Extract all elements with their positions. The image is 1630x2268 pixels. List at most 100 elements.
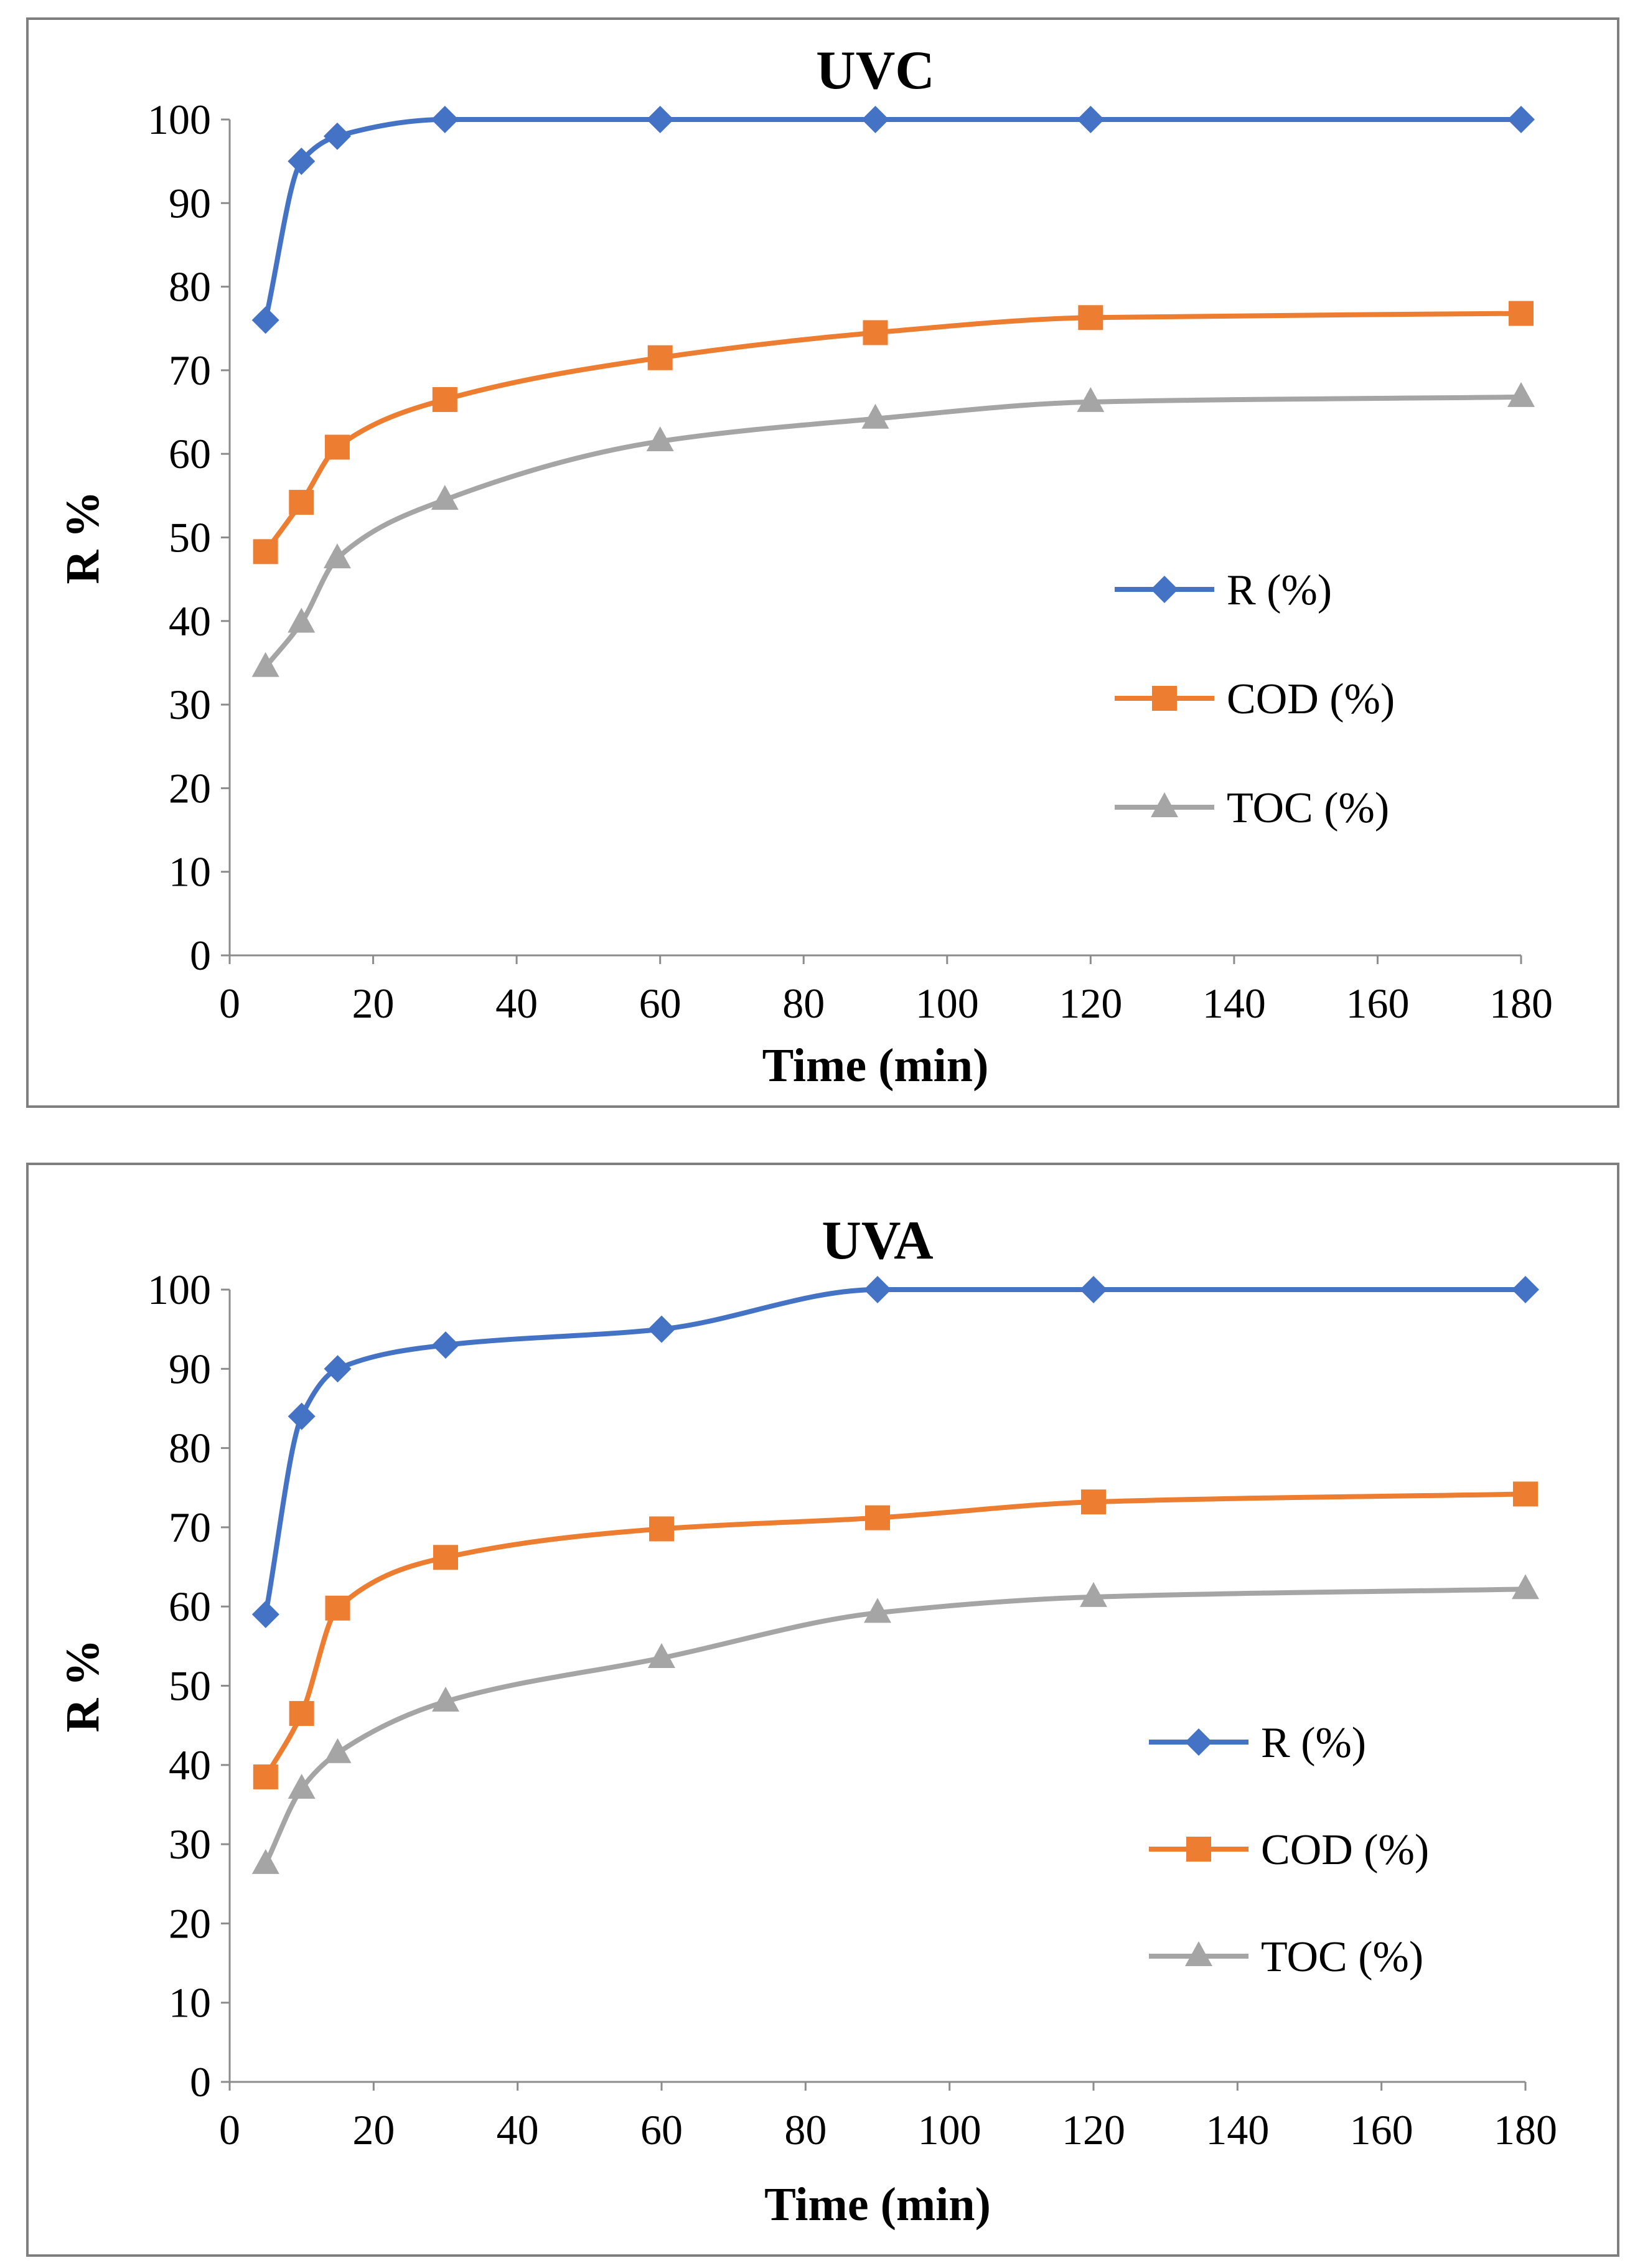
legend-label-r: R (%): [1227, 566, 1332, 614]
data-point-r: [1512, 1276, 1539, 1303]
data-point-cod: [1081, 1489, 1106, 1515]
data-point-cod: [289, 490, 314, 515]
data-point-cod: [1078, 305, 1103, 330]
x-tick-label: 180: [1489, 980, 1553, 1027]
series-cod: [253, 301, 1534, 565]
data-point-toc: [324, 1738, 352, 1763]
series-toc: [251, 1574, 1539, 1874]
data-point-toc: [323, 543, 351, 569]
data-point-cod: [432, 387, 457, 412]
legend-entry-r: R (%): [1149, 1719, 1366, 1767]
x-axis-title: Time (min): [764, 2178, 991, 2231]
chart-title: UVC: [816, 40, 935, 101]
data-point-r: [288, 148, 316, 176]
data-point-cod: [325, 1595, 350, 1621]
data-point-toc: [648, 1642, 675, 1668]
y-tick-label: 70: [169, 1504, 211, 1551]
chart-title: UVA: [822, 1211, 933, 1271]
y-tick-label: 0: [190, 2058, 211, 2106]
data-point-toc: [432, 1686, 459, 1712]
data-point-toc: [431, 485, 459, 510]
y-tick-label: 100: [148, 96, 211, 143]
uva-chart: UVA 0 10 20 30 40 50 60 70 80 90 100 0 20 40 60 80 100 120…: [57, 1211, 1557, 2231]
y-tick-label: 10: [169, 848, 211, 896]
data-point-cod: [865, 1505, 890, 1530]
data-point-toc: [1077, 387, 1105, 412]
legend-label-toc: TOC (%): [1261, 1933, 1423, 1981]
y-tick-label: 20: [169, 1900, 211, 1947]
data-point-r: [646, 106, 674, 133]
y-axis-title: R %: [57, 491, 109, 584]
data-point-r: [324, 1355, 352, 1383]
legend-label-cod: COD (%): [1261, 1826, 1429, 1874]
data-point-toc: [251, 1849, 279, 1874]
series-line-toc: [263, 394, 1524, 670]
y-tick-label: 80: [169, 1425, 211, 1472]
data-point-cod: [253, 539, 278, 565]
x-tick-label: 100: [916, 980, 979, 1027]
series-r: [251, 1276, 1539, 1628]
x-tick-label: 60: [640, 2106, 683, 2153]
legend-label-r: R (%): [1261, 1719, 1366, 1767]
legend-marker-cod: [1186, 1837, 1211, 1862]
data-point-cod: [1513, 1481, 1538, 1507]
data-point-r: [288, 1402, 316, 1430]
data-point-toc: [288, 607, 316, 633]
data-point-r: [864, 1276, 891, 1303]
x-tick-label: 120: [1059, 980, 1122, 1027]
y-tick-label: 0: [190, 932, 211, 979]
y-tick-label: 40: [169, 1741, 211, 1789]
uvc-chart: UVC 0 10 20 30 40 50 60 70 80 90 100 0 20 40 60 80 100 120…: [57, 40, 1553, 1092]
series-cod: [253, 1481, 1538, 1789]
data-point-r: [432, 1331, 459, 1359]
y-tick-label: 30: [169, 1820, 211, 1868]
x-tick-label: 160: [1346, 980, 1409, 1027]
x-tick-label: 20: [352, 980, 395, 1027]
data-point-toc: [251, 652, 279, 677]
uva-chart-panel: UVA 0 10 20 30 40 50 60 70 80 90 100 0 20 40 60 80 100 120…: [26, 1163, 1619, 2257]
y-tick-label: 40: [169, 597, 211, 645]
legend-marker-toc: [1185, 1941, 1212, 1966]
data-point-r: [251, 1600, 279, 1628]
y-tick-label: 70: [169, 347, 211, 394]
legend-entry-toc: TOC (%): [1149, 1933, 1423, 1981]
series-toc: [251, 382, 1535, 677]
data-point-cod: [1509, 301, 1534, 326]
data-point-r: [431, 106, 459, 133]
data-point-r: [1080, 1276, 1107, 1303]
y-axis-title: R %: [57, 1639, 109, 1733]
data-point-r: [648, 1315, 675, 1343]
data-point-toc: [1507, 382, 1535, 407]
y-tick-label: 90: [169, 179, 211, 227]
y-tick-label: 100: [148, 1266, 211, 1313]
data-point-toc: [1080, 1582, 1107, 1607]
data-point-r: [861, 106, 889, 133]
y-tick-label: 10: [169, 1979, 211, 2027]
data-point-r: [251, 306, 279, 334]
series-line-r: [263, 116, 1524, 323]
y-tick-label: 30: [169, 681, 211, 728]
data-point-cod: [289, 1701, 314, 1727]
legend-entry-cod: COD (%): [1149, 1826, 1429, 1874]
y-tick-label: 20: [169, 764, 211, 812]
y-tick-label: 90: [169, 1345, 211, 1392]
x-tick-label: 0: [219, 2106, 240, 2153]
series-line-cod: [263, 311, 1524, 555]
x-tick-label: 100: [918, 2106, 981, 2153]
x-tick-label: 140: [1206, 2106, 1269, 2153]
y-tick-label: 50: [169, 514, 211, 561]
x-tick-label: 0: [219, 980, 240, 1027]
legend-entry-cod: COD (%): [1115, 675, 1395, 723]
legend-label-toc: TOC (%): [1227, 784, 1389, 832]
x-tick-label: 120: [1062, 2106, 1125, 2153]
data-point-cod: [253, 1764, 278, 1789]
data-point-toc: [1512, 1574, 1539, 1600]
legend-entry-toc: TOC (%): [1115, 784, 1389, 832]
uvc-chart-panel: UVC 0 10 20 30 40 50 60 70 80 90 100 0 20 40 60 80 100 120…: [26, 17, 1619, 1108]
x-tick-label: 80: [782, 980, 825, 1027]
legend-marker-r: [1151, 576, 1178, 603]
data-point-toc: [861, 403, 889, 429]
data-point-r: [1507, 106, 1535, 133]
y-tick-label: 60: [169, 1583, 211, 1630]
x-tick-label: 40: [497, 2106, 539, 2153]
